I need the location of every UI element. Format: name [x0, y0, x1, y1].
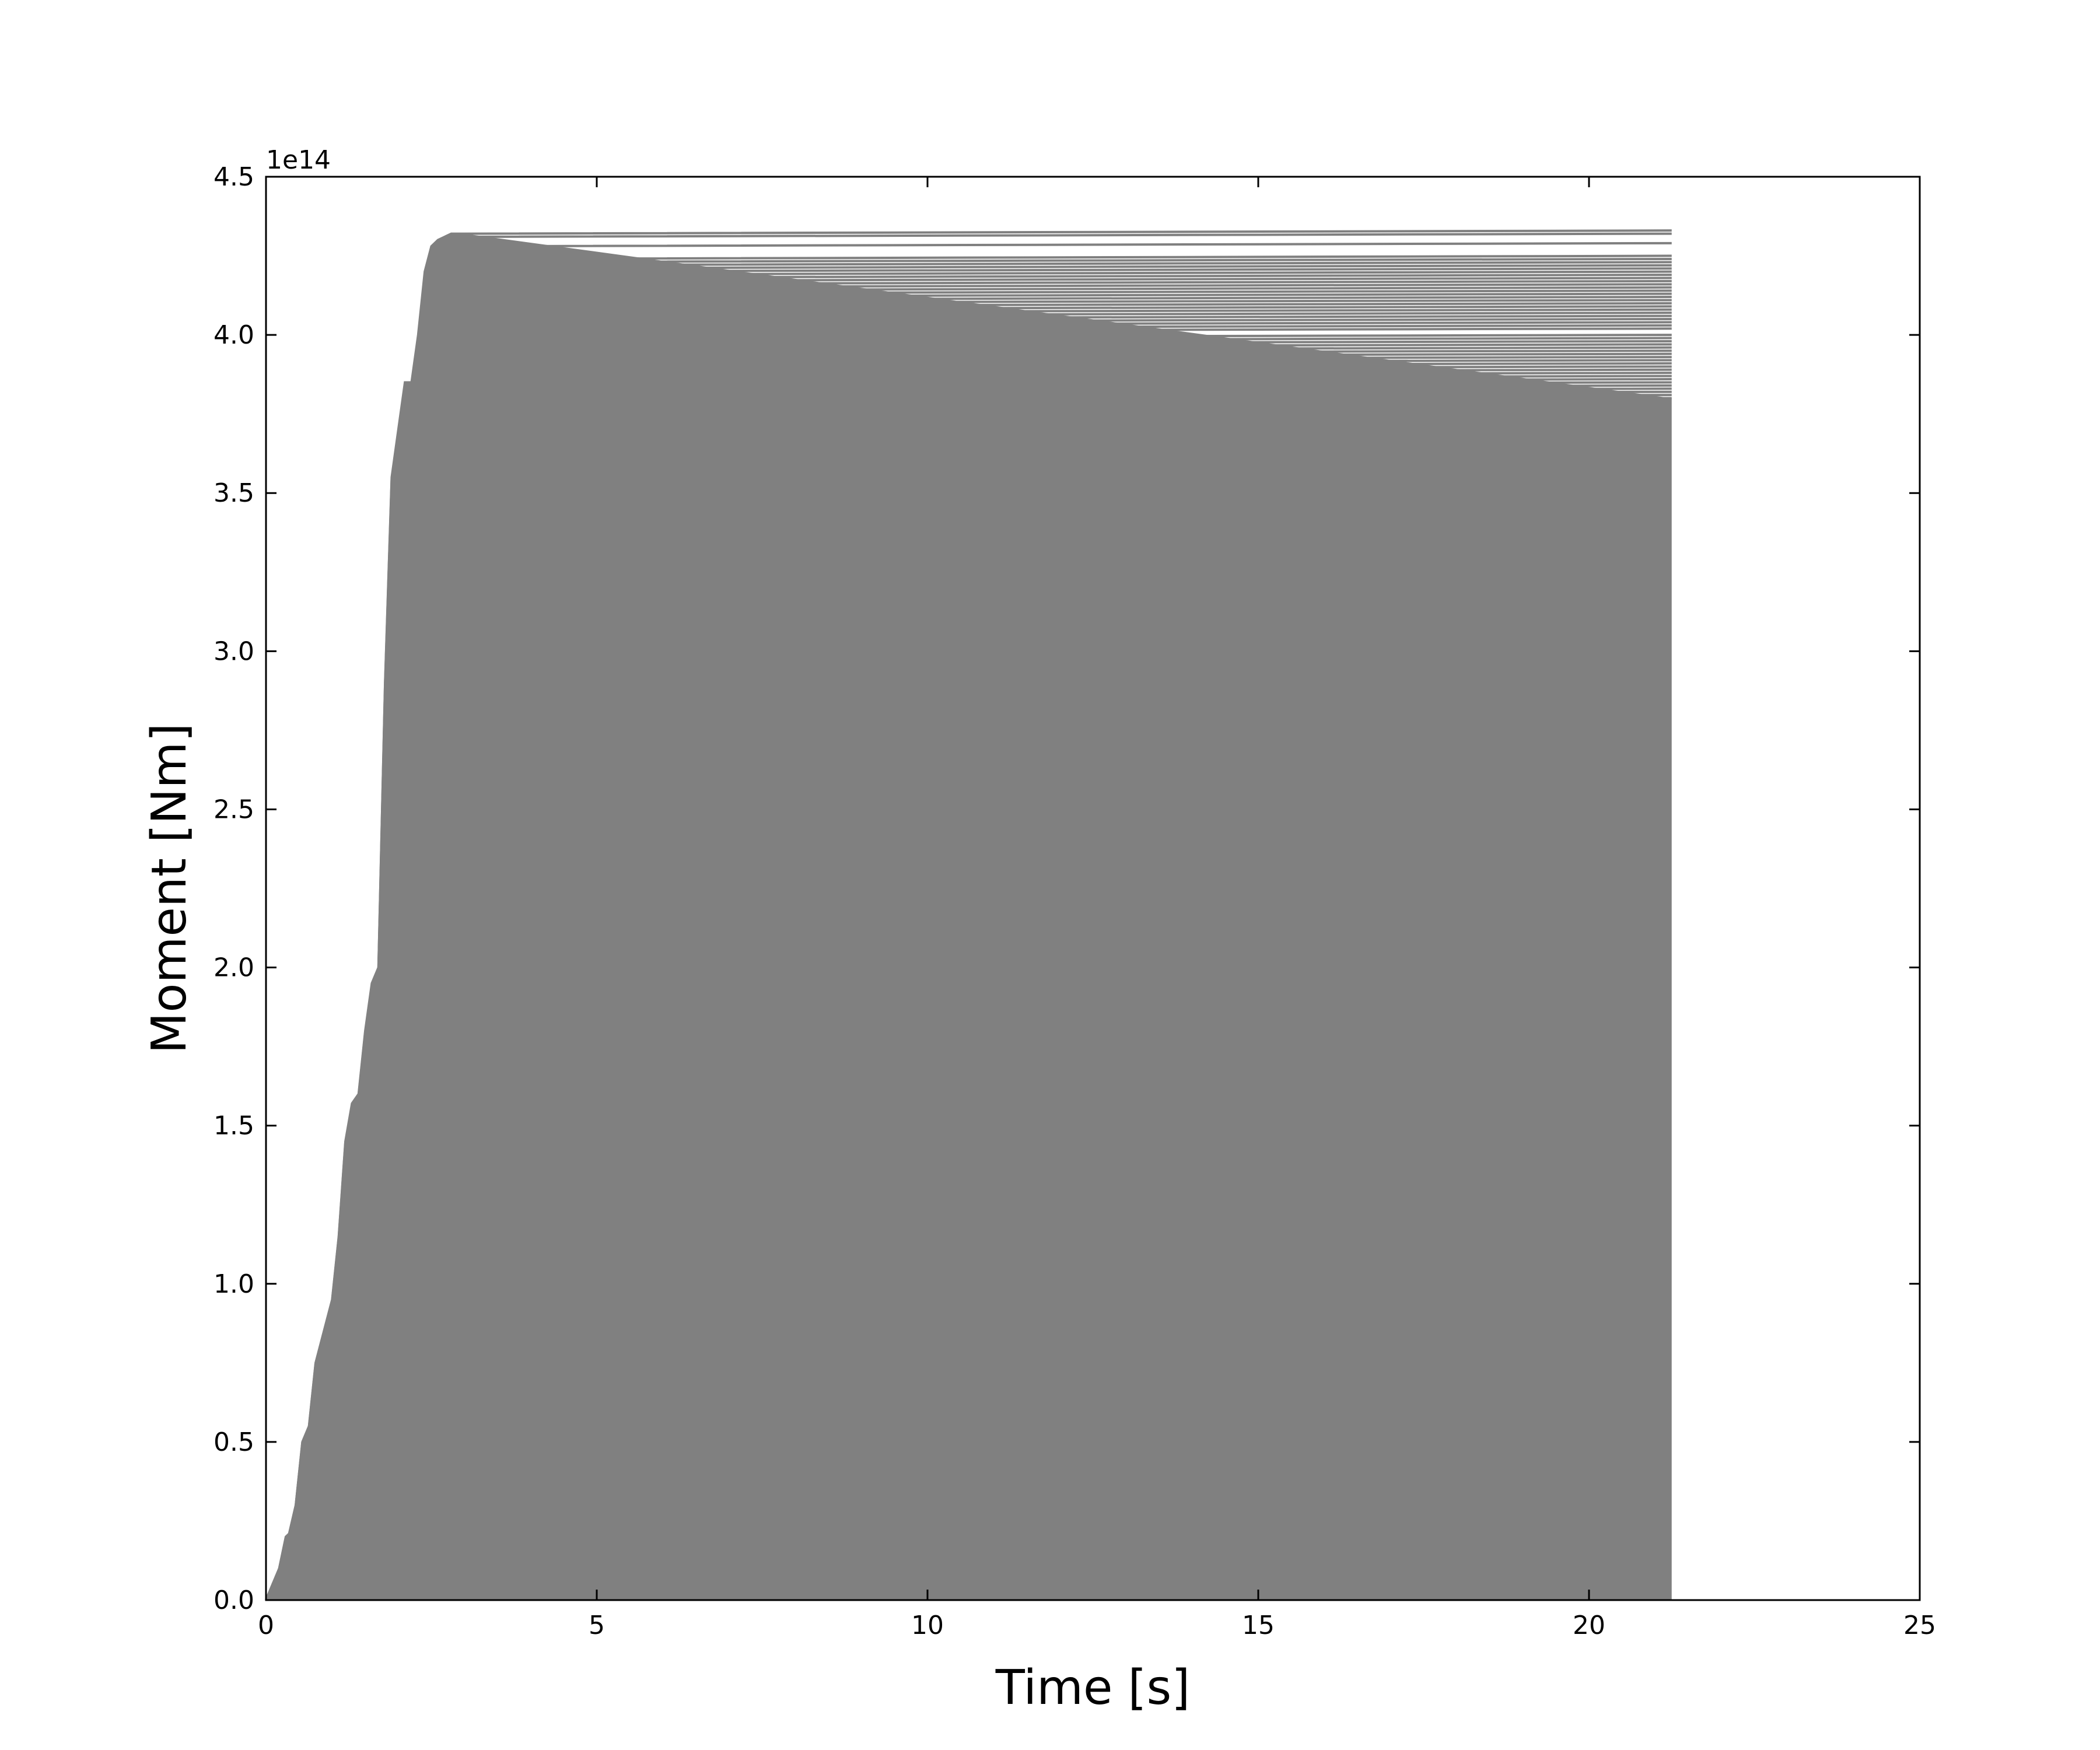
moment-trace: [265, 397, 1672, 1601]
x-tick-label: 15: [1242, 1611, 1275, 1640]
x-tick-label: 5: [589, 1611, 605, 1640]
x-axis-title: Time [s]: [995, 1660, 1190, 1716]
x-tick-label: 20: [1573, 1611, 1605, 1640]
y-tick-label: 3.0: [214, 636, 254, 666]
y-tick-label: 2.5: [214, 794, 254, 824]
y-offset-label: 1e14: [266, 145, 331, 175]
y-tick-label: 0.0: [214, 1586, 254, 1615]
x-tick-label: 25: [1903, 1611, 1936, 1640]
y-tick-label: 0.5: [214, 1427, 254, 1457]
y-tick-label: 2.0: [214, 953, 254, 983]
plot-frame: [265, 176, 1921, 1601]
x-tick-label: 0: [258, 1611, 274, 1640]
y-tick-label: 3.5: [214, 478, 254, 508]
y-tick-label: 1.0: [214, 1269, 254, 1299]
y-tick-label: 4.0: [214, 320, 254, 350]
y-tick-label: 4.5: [214, 162, 254, 192]
y-axis-title: Moment [Nm]: [142, 723, 197, 1054]
trace-fill: [266, 233, 1672, 1600]
y-tick-label: 1.5: [214, 1111, 254, 1141]
axis-ticks: 0 5 10 15 20 25 0.0 0.5 1.0 1.5 2.0 2.5 3.0 3.5 4.0 4.5: [214, 162, 1936, 1640]
moment-traces: [265, 229, 1672, 1601]
x-tick-label: 10: [911, 1611, 944, 1640]
